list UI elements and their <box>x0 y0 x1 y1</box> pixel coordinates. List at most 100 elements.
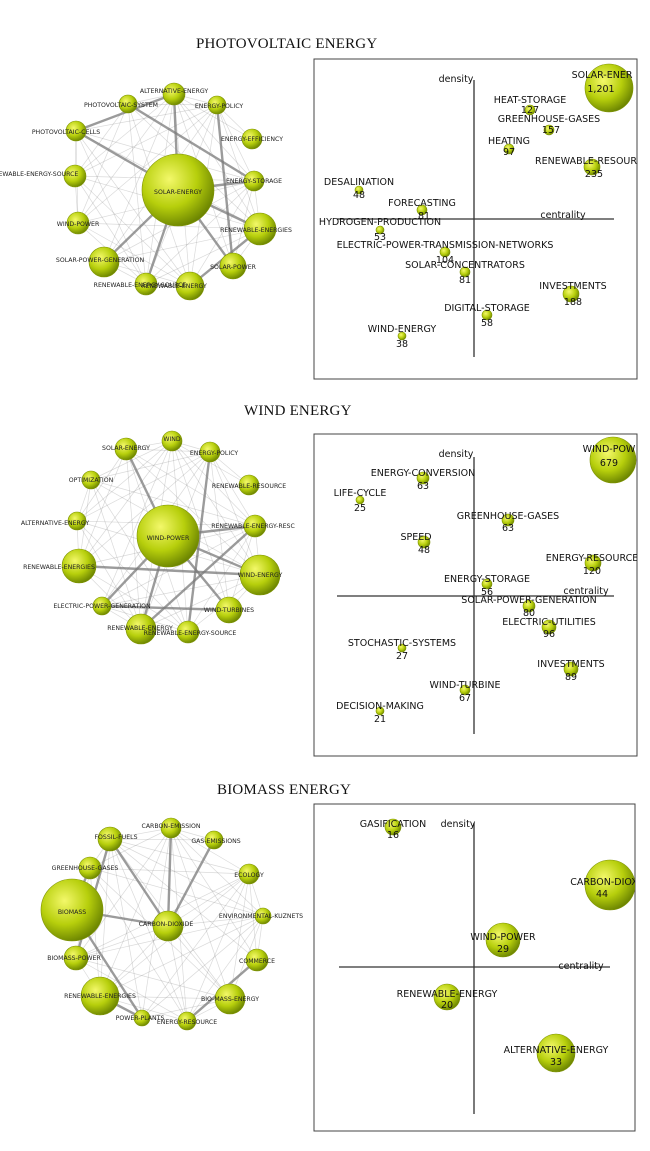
network-node-solar-energy <box>114 437 138 461</box>
network-edge <box>75 957 231 1000</box>
theme-bubble-solar-power-generation <box>522 599 536 613</box>
theme-value: 104 <box>436 255 454 266</box>
network-node-photovoltaic-system <box>118 94 138 114</box>
network-node-wind-energy <box>239 554 281 596</box>
theme-label: SOLAR-ENER <box>572 70 633 81</box>
network-edge <box>125 448 211 453</box>
network-node-power-plants <box>133 1009 151 1027</box>
network-node-label: ALTERNATIVE-ENERGY <box>140 88 208 95</box>
theme-bubble-electric-utilities <box>541 619 557 635</box>
network-edge <box>74 175 147 285</box>
density-axis-label: density <box>441 819 476 830</box>
network-edge <box>209 451 256 527</box>
theme-value: 1,201 <box>587 84 614 95</box>
network-node-label: ENERGY-STORAGE <box>226 178 282 185</box>
network-node-label: PHOTOVOLTAIC-CELLS <box>32 129 100 136</box>
theme-value: 58 <box>481 318 493 329</box>
theme-bubble-solar-concentrators <box>459 266 471 278</box>
theme-value: 44 <box>596 889 608 900</box>
strategic-map-frame <box>313 433 638 757</box>
theme-label: CARBON-DIOX <box>570 877 638 888</box>
centrality-axis-label: centrality <box>558 961 604 972</box>
network-node-wind <box>161 430 183 452</box>
theme-value: 157 <box>542 125 560 136</box>
network-node-bio-mass-energy <box>214 983 246 1015</box>
network-edge <box>76 520 189 633</box>
theme-label: FORECASTING <box>388 198 456 209</box>
network-node-fossil-fuels <box>97 826 123 852</box>
network-node-alternative-energy <box>67 511 87 531</box>
theme-bubble-heating <box>503 143 515 155</box>
network-edge <box>125 448 261 576</box>
network-node-label: CARBON-EMISSION <box>142 823 201 830</box>
theme-bubble-energy-resource <box>584 554 602 572</box>
network-node-label: RENEWABLE-ENERGY-SOURCE <box>94 282 187 289</box>
strategic-map-photovoltaic-energy: density centrality SOLAR-ENER 1,201 HEAT-STO… <box>313 58 638 380</box>
theme-value: 21 <box>374 714 386 725</box>
network-node-label: OPTIMIZATION <box>69 477 114 484</box>
network-edge <box>141 873 250 1019</box>
network-node-label: SOLAR-ENERGY <box>102 445 150 452</box>
theme-label: INVESTMENTS <box>537 659 604 670</box>
theme-value: 63 <box>417 481 429 492</box>
network-node-label: SOLAR-ENERGY <box>154 189 202 196</box>
theme-bubble-solar-ener <box>584 63 634 113</box>
network-node-ecology <box>238 863 260 885</box>
network-edge <box>167 925 188 1022</box>
network-node-renewable-resource <box>238 474 260 496</box>
theme-label: DESALINATION <box>324 177 394 188</box>
network-edge <box>101 525 256 607</box>
theme-label: ALTERNATIVE-ENERGY <box>504 1045 609 1056</box>
network-node-label: WIND-POWER <box>57 221 100 228</box>
theme-label: HEATING <box>488 136 530 147</box>
network-node-solar-power <box>219 252 247 280</box>
network-node-solar-energy <box>141 153 215 227</box>
network-edge <box>78 564 261 577</box>
network-edge <box>170 827 264 917</box>
theme-value: 67 <box>459 693 471 704</box>
network-edge <box>89 827 172 869</box>
network-node-label: ENVIRONMENTAL-KUZNETS <box>219 913 303 920</box>
network-edge <box>75 130 147 285</box>
strategic-map-frame <box>313 803 636 1132</box>
theme-value: 56 <box>481 587 493 598</box>
network-edge <box>171 440 256 527</box>
theme-bubble-alternative-energy <box>536 1033 576 1073</box>
theme-label: ELECTRIC-POWER-TRANSMISSION-NETWORKS <box>337 240 554 251</box>
network-edge <box>75 130 191 287</box>
theme-bubble-forecasting <box>416 204 428 216</box>
theme-value: 33 <box>550 1057 562 1068</box>
network-edge <box>74 175 191 287</box>
network-edge <box>167 925 231 1000</box>
network-node-energy-storage <box>243 170 265 192</box>
theme-value: 20 <box>441 1000 453 1011</box>
network-node-commerce <box>245 948 269 972</box>
theme-bubble-wind-energy <box>397 331 407 341</box>
network-node-wind-power <box>136 504 200 568</box>
theme-bubble-wind-turbine <box>459 684 471 696</box>
network-edge <box>99 915 264 997</box>
theme-bubble-wind-power <box>485 922 521 958</box>
network-edge <box>101 440 173 607</box>
network-node-renewable-energy-source <box>176 620 200 644</box>
network-node-carbon-emission <box>160 817 182 839</box>
network-edge <box>75 827 172 959</box>
theme-value: 48 <box>418 545 430 556</box>
network-edge <box>74 93 175 177</box>
network-node-label: ECOLOGY <box>234 872 264 879</box>
network-edge <box>76 448 127 522</box>
network-node-label: ALTERNATIVE-ENERGY <box>21 520 89 527</box>
network-edge <box>90 440 173 481</box>
theme-value: 188 <box>564 297 582 308</box>
network-node-energy-resource <box>177 1011 197 1031</box>
theme-bubble-renewable-resour <box>583 158 601 176</box>
network-edge <box>170 827 250 875</box>
network-edge <box>90 479 189 633</box>
network-edge <box>78 451 211 567</box>
theme-value: 235 <box>585 169 603 180</box>
network-edge <box>89 867 188 1022</box>
theme-value: 97 <box>503 147 515 158</box>
network-edge <box>90 479 256 527</box>
network-node-label: RENEWABLE-ENERGIES <box>23 564 95 571</box>
network-node-biomass-power <box>63 945 89 971</box>
